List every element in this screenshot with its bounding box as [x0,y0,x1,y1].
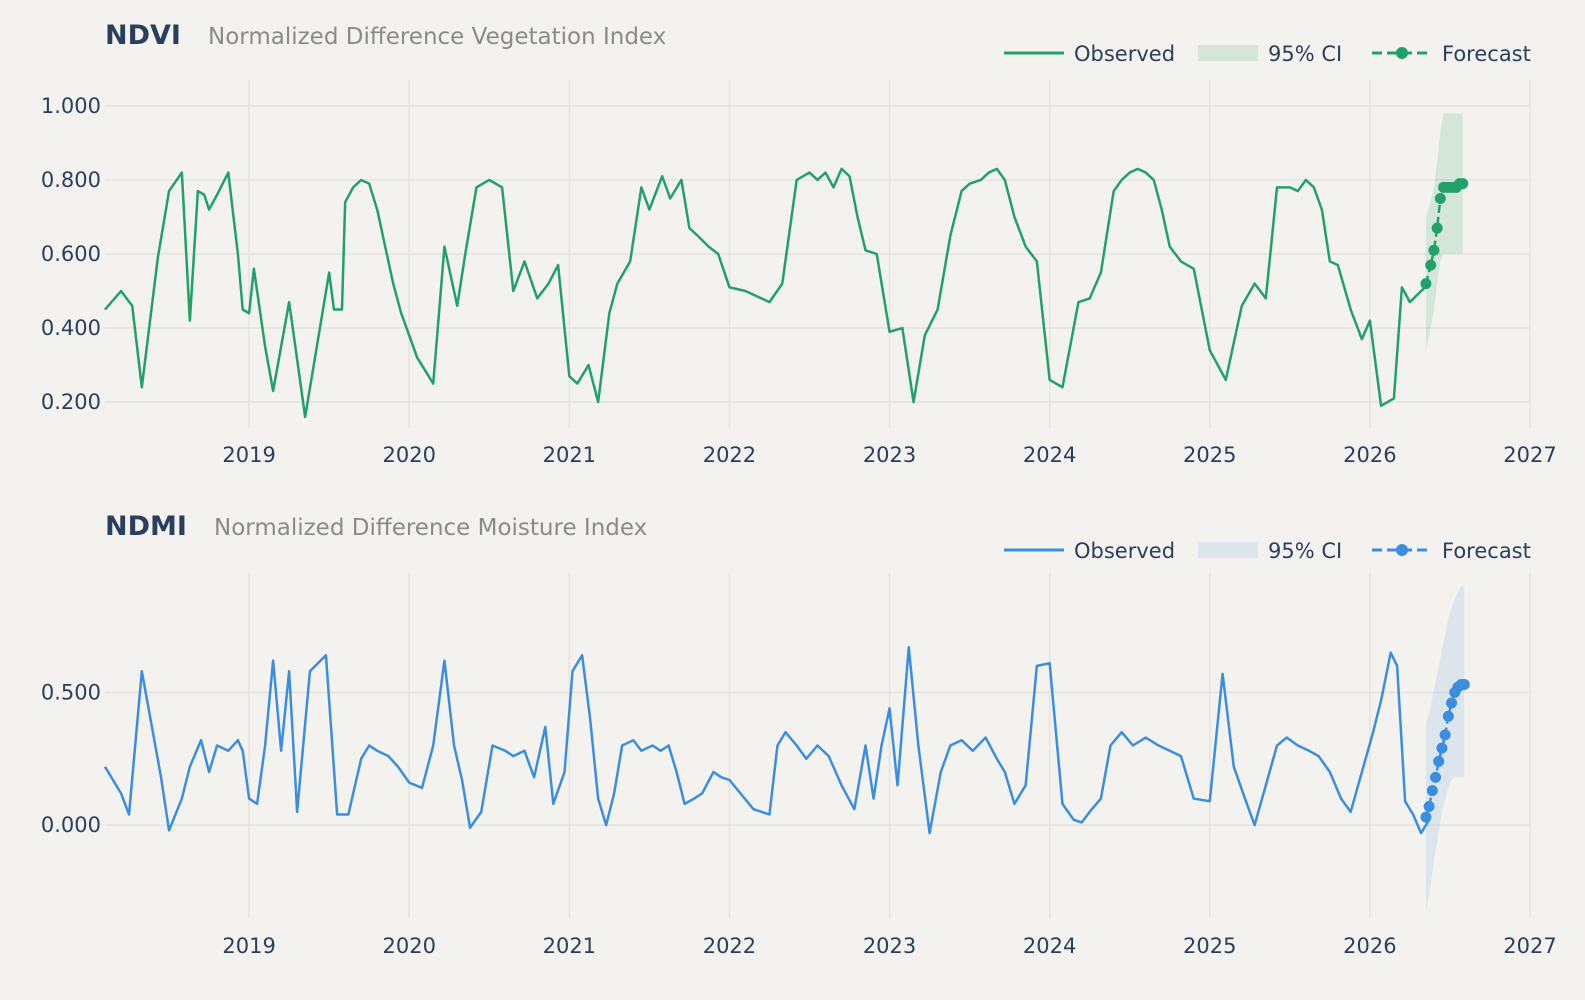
forecast-series [1420,178,1469,290]
legend-forecast-label[interactable]: Forecast [1442,42,1531,66]
forecast-point [1423,801,1435,813]
forecast-point [1420,278,1432,290]
forecast-point [1430,771,1442,783]
legend-ci-swatch [1198,45,1258,61]
y-tick-label: 0.000 [41,813,101,837]
x-tick-label: 2024 [1023,934,1076,958]
x-tick-label: 2021 [543,443,596,467]
forecast-series [1420,678,1470,823]
forecast-point [1457,178,1469,190]
forecast-point [1425,259,1437,271]
ndvi-panel: NDVI Normalized Difference Vegetation In… [41,20,1557,467]
legend-observed-label[interactable]: Observed [1074,42,1175,66]
chart-subtitle: Normalized Difference Vegetation Index [208,24,666,50]
y-tick-label: 0.200 [41,390,101,414]
ndmi-panel: NDMI Normalized Difference Moisture Inde… [41,511,1557,958]
observed-line [104,167,1430,419]
x-tick-label: 2026 [1343,443,1396,467]
chart-title: NDVI [105,20,181,51]
forecast-point [1439,729,1451,741]
observed-line [103,646,1431,835]
observed-series [104,167,1430,419]
forecast-point [1436,742,1448,754]
x-tick-label: 2023 [863,443,916,467]
legend-ci-swatch [1198,542,1258,558]
ci-band [1425,113,1463,351]
legend-observed-label[interactable]: Observed [1074,539,1175,563]
forecast-point [1433,755,1445,767]
y-tick-label: 0.500 [41,680,101,704]
x-tick-label: 2026 [1343,934,1396,958]
legend-forecast-marker [1396,47,1408,59]
x-tick-label: 2020 [382,934,435,958]
legend-forecast-marker [1396,544,1408,556]
x-tick-label: 2022 [703,934,756,958]
x-tick-label: 2027 [1503,934,1556,958]
legend-ci-label[interactable]: 95% CI [1268,42,1342,66]
x-tick-label: 2021 [543,934,596,958]
legend-forecast-label[interactable]: Forecast [1442,539,1531,563]
x-tick-label: 2024 [1023,443,1076,467]
grid [105,80,1531,428]
y-tick-label: 0.600 [41,242,101,266]
forecast-point [1428,244,1440,256]
forecast-point [1434,192,1446,204]
x-tick-label: 2025 [1183,443,1236,467]
y-tick-label: 1.000 [41,94,101,118]
x-tick-label: 2020 [382,443,435,467]
forecast-point [1431,222,1443,234]
grid [105,573,1531,918]
ci-band-area [1425,113,1463,351]
x-tick-label: 2019 [222,443,275,467]
x-tick-label: 2023 [863,934,916,958]
axis-ticks: 0.000 0.500 2019 2020 2021 2022 2023 2024 2025 20… [41,680,1557,958]
chart-subtitle: Normalized Difference Moisture Index [214,515,647,541]
y-tick-label: 0.800 [41,168,101,192]
forecast-point [1446,697,1458,709]
forecast-point [1420,811,1432,823]
legend[interactable]: Observed 95% CI Forecast [1004,42,1531,66]
y-tick-label: 0.400 [41,316,101,340]
x-tick-label: 2027 [1503,443,1556,467]
x-tick-label: 2025 [1183,934,1236,958]
axis-ticks: 0.200 0.400 0.600 0.800 1.000 2019 2020 2021 202… [41,94,1557,467]
forecast-point [1426,785,1438,797]
x-tick-label: 2022 [703,443,756,467]
observed-series [103,646,1431,835]
legend-ci-label[interactable]: 95% CI [1268,539,1342,563]
legend[interactable]: Observed 95% CI Forecast [1004,539,1531,563]
forecast-point [1442,710,1454,722]
chart-title: NDMI [105,511,187,542]
forecast-point [1458,678,1470,690]
x-tick-label: 2019 [222,934,275,958]
